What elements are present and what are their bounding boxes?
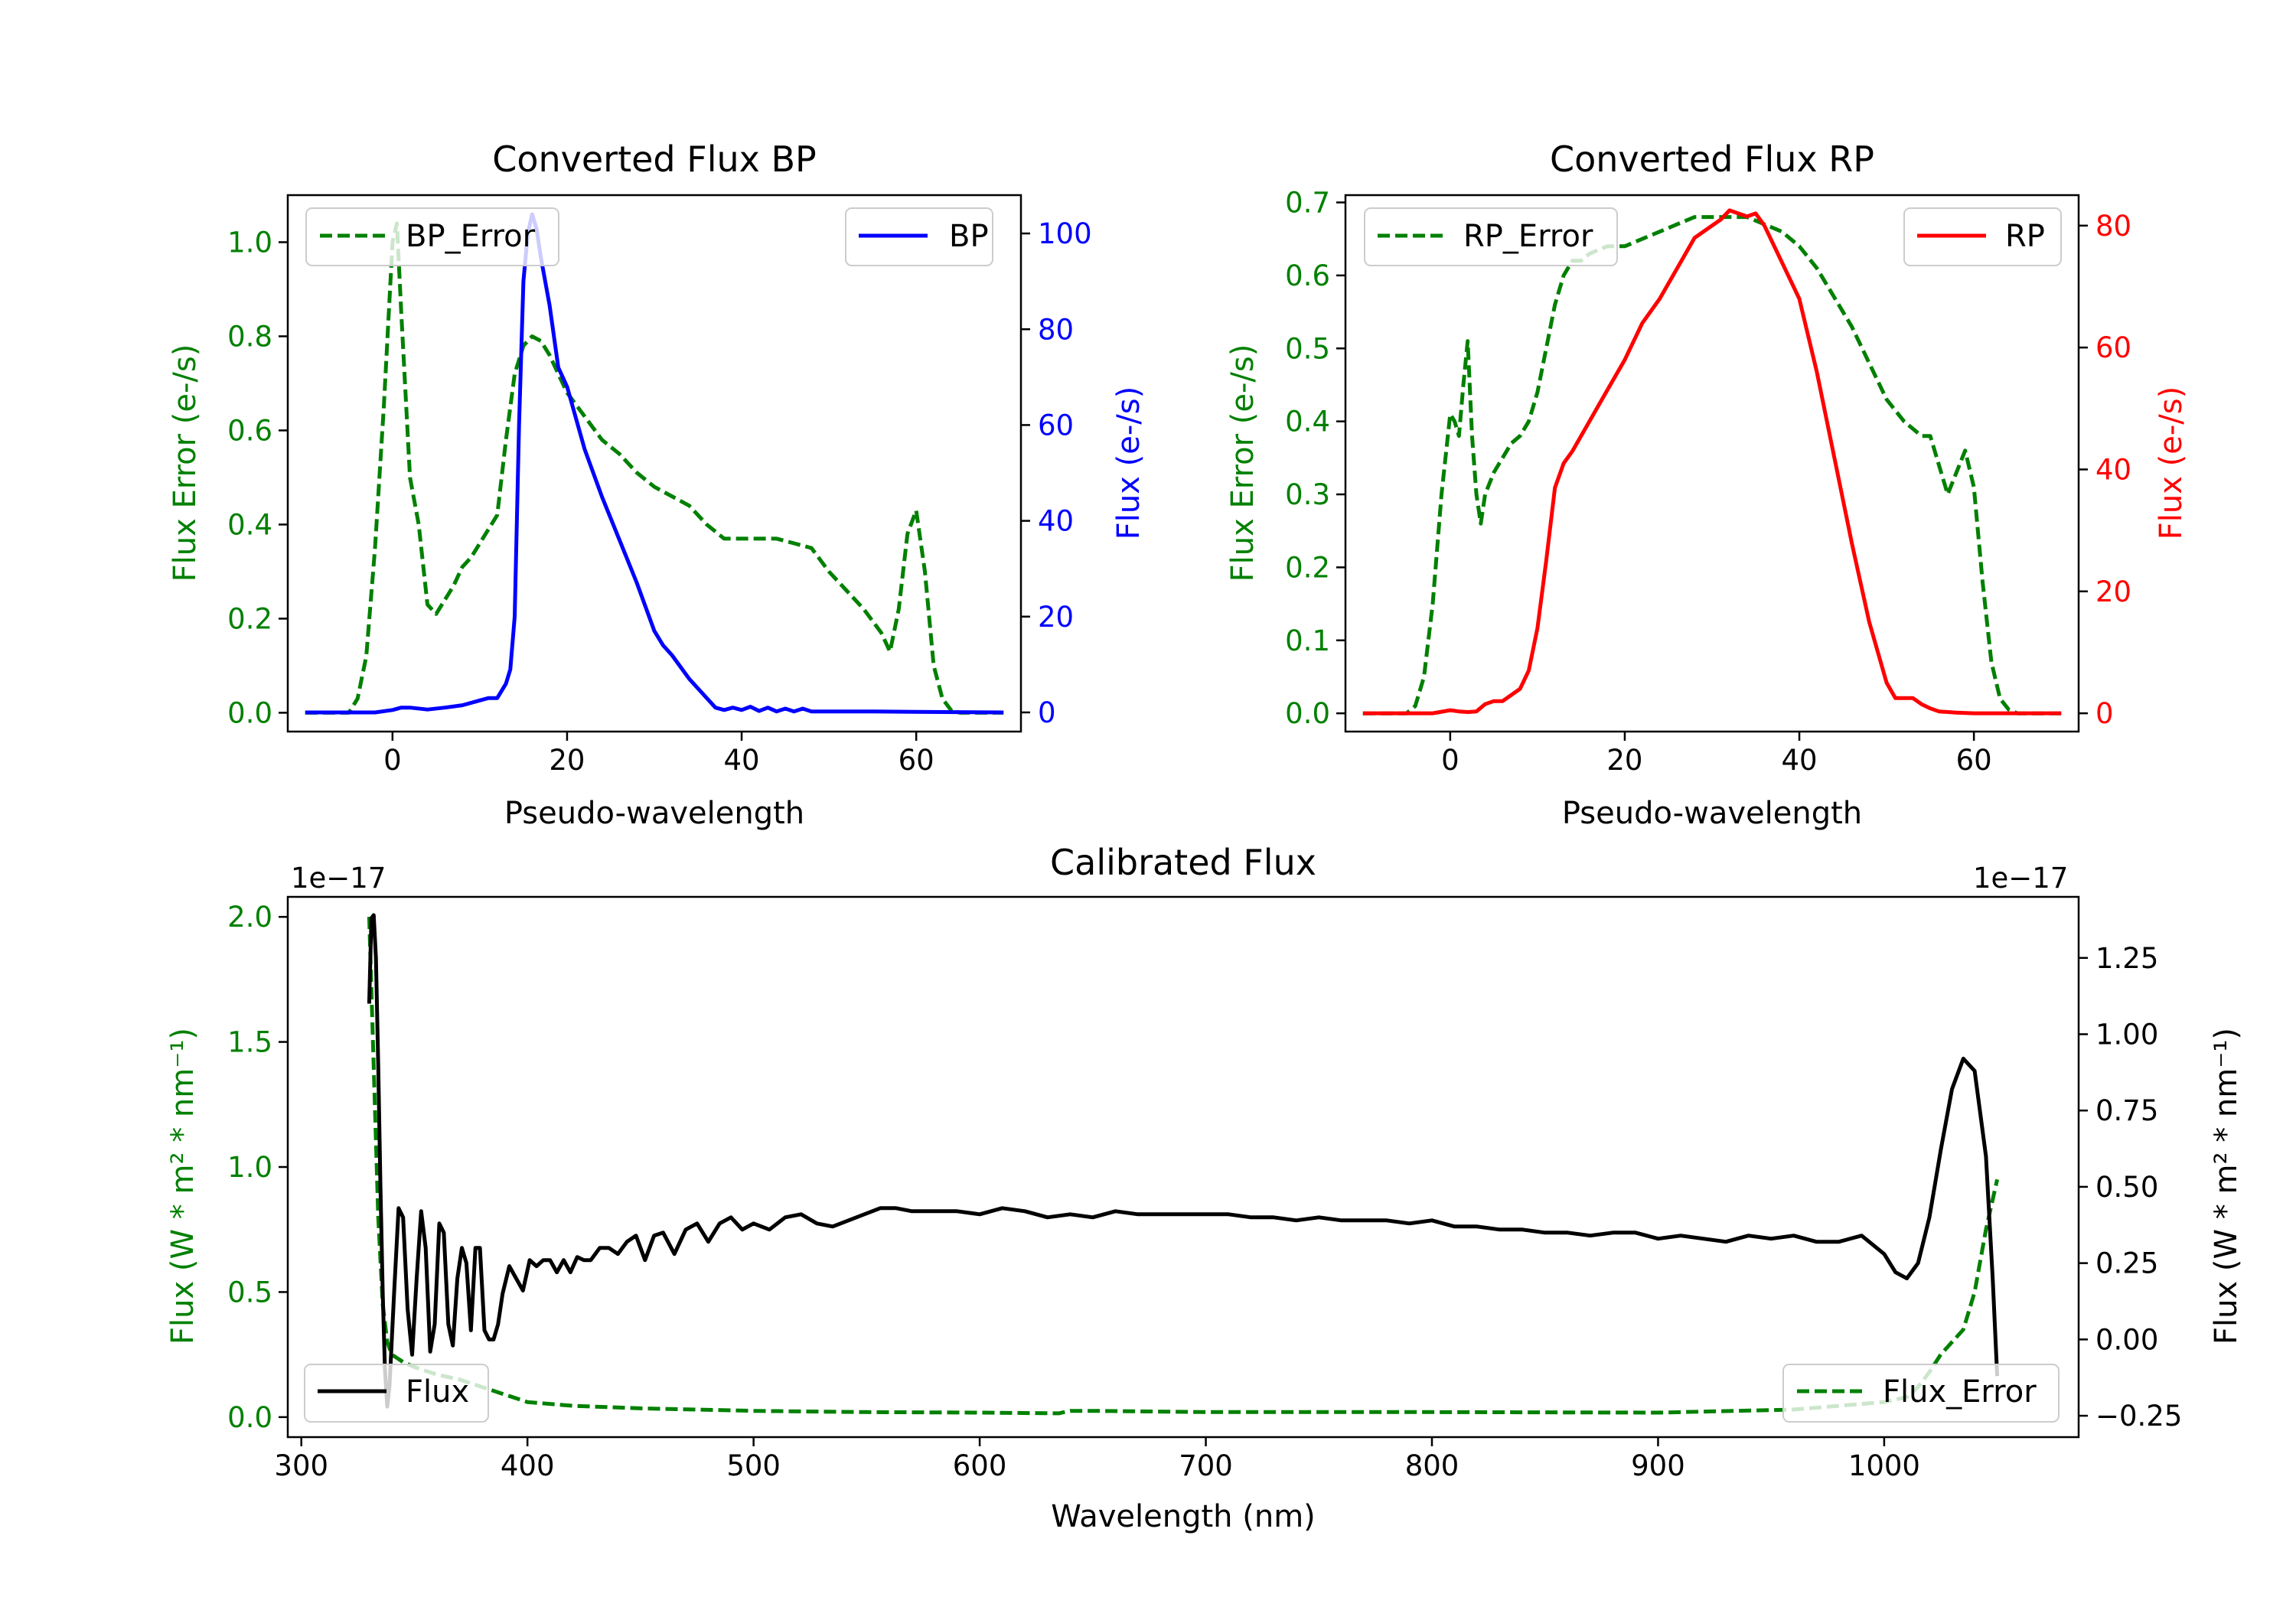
bp-axes-frame	[286, 194, 1022, 733]
panel-calibrated: Calibrated Flux 1e−17 1e−17 300 400 500 600…	[165, 842, 2244, 1534]
rp-ytick-left-label: 0.5	[1285, 332, 1330, 365]
rp-legend-left: RP_Error	[1364, 207, 1618, 266]
rp-title: Converted Flux RP	[1550, 139, 1874, 180]
cal-ylabel-left: Flux (W * m² * nm⁻¹)	[165, 1028, 201, 1345]
bp-legend-left-box	[305, 207, 559, 266]
rp-ytick-left-label: 0.6	[1285, 259, 1330, 292]
bp-ytick-left-label: 0.6	[227, 414, 272, 447]
calibrated-ytick-left-label: 2.0	[227, 901, 272, 934]
rp-legend-left-box	[1364, 207, 1618, 266]
bp-ytick-left-label: 1.0	[227, 226, 272, 259]
rp-series-rp_error	[1362, 215, 2062, 715]
cal-legend-right-label: Flux_Error	[1883, 1374, 2037, 1410]
rp-ytick-right-label: 0	[2095, 697, 2114, 730]
bp-ytick-right-label: 80	[1038, 313, 1074, 346]
bp-ytick-right-label: 0	[1038, 696, 1056, 729]
bp-ytick-left-label: 0.2	[227, 602, 272, 635]
bp-xtick-label: 60	[899, 744, 934, 777]
rp-legend-right-label: RP	[2005, 219, 2045, 254]
rp-ytick-left-label: 0.7	[1285, 187, 1330, 220]
bp-xlabel: Pseudo-wavelength	[504, 796, 804, 831]
cal-title: Calibrated Flux	[1050, 842, 1316, 883]
calibrated-ytick-right-label: 0.50	[2095, 1171, 2158, 1204]
bp-ytick-right-label: 40	[1038, 505, 1074, 538]
cal-legend-left-box	[304, 1364, 489, 1423]
rp-series-rp	[1362, 208, 2062, 715]
calibrated-ytick-right-label: 0.75	[2095, 1094, 2158, 1127]
rp-xtick-label: 40	[1782, 744, 1818, 777]
calibrated-xtick-label: 800	[1405, 1449, 1459, 1482]
cal-plot-area: 300 400 500 600 700 800 900 1000 0.0 0.5 1.0 1.5 2.0…	[227, 895, 2182, 1482]
bp-ytick-right-label: 100	[1038, 217, 1092, 250]
rp-ytick-left-label: 0.1	[1285, 624, 1330, 657]
rp-ytick-left-label: 0.3	[1285, 478, 1330, 511]
rp-xlabel: Pseudo-wavelength	[1562, 796, 1862, 831]
calibrated-ytick-right-label: 0.25	[2095, 1247, 2158, 1280]
calibrated-ytick-right-label: 0.00	[2095, 1323, 2158, 1356]
cal-legend-left: Flux	[304, 1364, 489, 1423]
rp-ytick-right-label: 20	[2095, 575, 2131, 608]
bp-title: Converted Flux BP	[492, 139, 817, 180]
rp-xtick-label: 60	[1956, 744, 1992, 777]
bp-legend-left: BP_Error	[305, 207, 559, 266]
bp-series-bp_error	[305, 221, 1004, 715]
rp-ytick-left-label: 0.0	[1285, 697, 1330, 730]
cal-offset-right: 1e−17	[1973, 862, 2068, 895]
cal-legend-left-label: Flux	[406, 1374, 469, 1410]
bp-ylabel-left: Flux Error (e-/s)	[168, 344, 203, 582]
rp-legend-left-label: RP_Error	[1463, 219, 1593, 254]
cal-ylabel-right: Flux (W * m² * nm⁻¹)	[2209, 1028, 2244, 1345]
bp-xtick-label: 40	[724, 744, 760, 777]
bp-ytick-left-label: 0.8	[227, 320, 272, 353]
rp-ytick-right-label: 80	[2095, 210, 2131, 243]
panel-rp: Converted Flux RP 0 20 40 60 0.0 0.1 0.2 0.3 0.4…	[1225, 139, 2189, 831]
bp-xtick-label: 20	[549, 744, 585, 777]
rp-ytick-left-label: 0.2	[1285, 551, 1330, 584]
rp-ytick-right-label: 40	[2095, 453, 2131, 486]
calibrated-xtick-label: 300	[274, 1449, 328, 1482]
bp-legend-left-label: BP_Error	[406, 219, 536, 254]
calibrated-series-flux	[367, 913, 2000, 1409]
bp-xtick-label: 0	[383, 744, 402, 777]
rp-xtick-label: 0	[1441, 744, 1459, 777]
rp-ytick-right-label: 60	[2095, 331, 2131, 364]
calibrated-xtick-label: 600	[953, 1449, 1007, 1482]
calibrated-ytick-left-label: 1.5	[227, 1026, 272, 1059]
cal-xlabel: Wavelength (nm)	[1051, 1499, 1316, 1534]
rp-xtick-label: 20	[1606, 744, 1642, 777]
panel-bp: Converted Flux BP 0 20 40 60 0.0 0.2 0.4 0.6 0.8…	[168, 139, 1146, 831]
calibrated-xtick-label: 900	[1631, 1449, 1685, 1482]
bp-plot-area: 0 20 40 60 0.0 0.2 0.4 0.6 0.8 1.0 0 20 40 60 80 100	[227, 194, 1092, 777]
rp-ylabel-left: Flux Error (e-/s)	[1225, 344, 1261, 582]
calibrated-ytick-right-label: −0.25	[2095, 1400, 2182, 1433]
rp-ytick-left-label: 0.4	[1285, 406, 1330, 438]
bp-series-bp	[305, 212, 1004, 715]
bp-ytick-left-label: 0.4	[227, 508, 272, 541]
bp-legend-right: BP	[845, 207, 993, 266]
cal-legend-right-box	[1782, 1364, 2060, 1423]
calibrated-xtick-label: 500	[726, 1449, 781, 1482]
rp-plot-area: 0 20 40 60 0.0 0.1 0.2 0.3 0.4 0.5 0.6 0.7 0 20 40 60 80	[1285, 187, 2131, 777]
calibrated-ytick-right-label: 1.00	[2095, 1018, 2158, 1051]
calibrated-ytick-left-label: 0.0	[227, 1401, 272, 1434]
rp-legend-right: RP	[1903, 207, 2062, 266]
calibrated-xtick-label: 700	[1179, 1449, 1233, 1482]
rp-axes-frame	[1344, 194, 2080, 733]
cal-legend-right: Flux_Error	[1782, 1364, 2060, 1423]
calibrated-xtick-label: 1000	[1848, 1449, 1920, 1482]
calibrated-axes-frame	[286, 895, 2080, 1439]
bp-legend-right-label: BP	[949, 219, 989, 254]
calibrated-ytick-left-label: 1.0	[227, 1151, 272, 1184]
bp-ytick-right-label: 60	[1038, 409, 1074, 442]
rp-ylabel-right: Flux (e-/s)	[2154, 386, 2189, 539]
bp-ytick-left-label: 0.0	[227, 696, 272, 729]
calibrated-series-flux_error	[367, 917, 2000, 1416]
calibrated-xtick-label: 400	[501, 1449, 555, 1482]
calibrated-ytick-right-label: 1.25	[2095, 942, 2158, 975]
calibrated-ytick-left-label: 0.5	[227, 1276, 272, 1309]
bp-ytick-right-label: 20	[1038, 601, 1074, 634]
cal-offset-left: 1e−17	[291, 862, 386, 895]
bp-ylabel-right: Flux (e-/s)	[1111, 386, 1146, 539]
